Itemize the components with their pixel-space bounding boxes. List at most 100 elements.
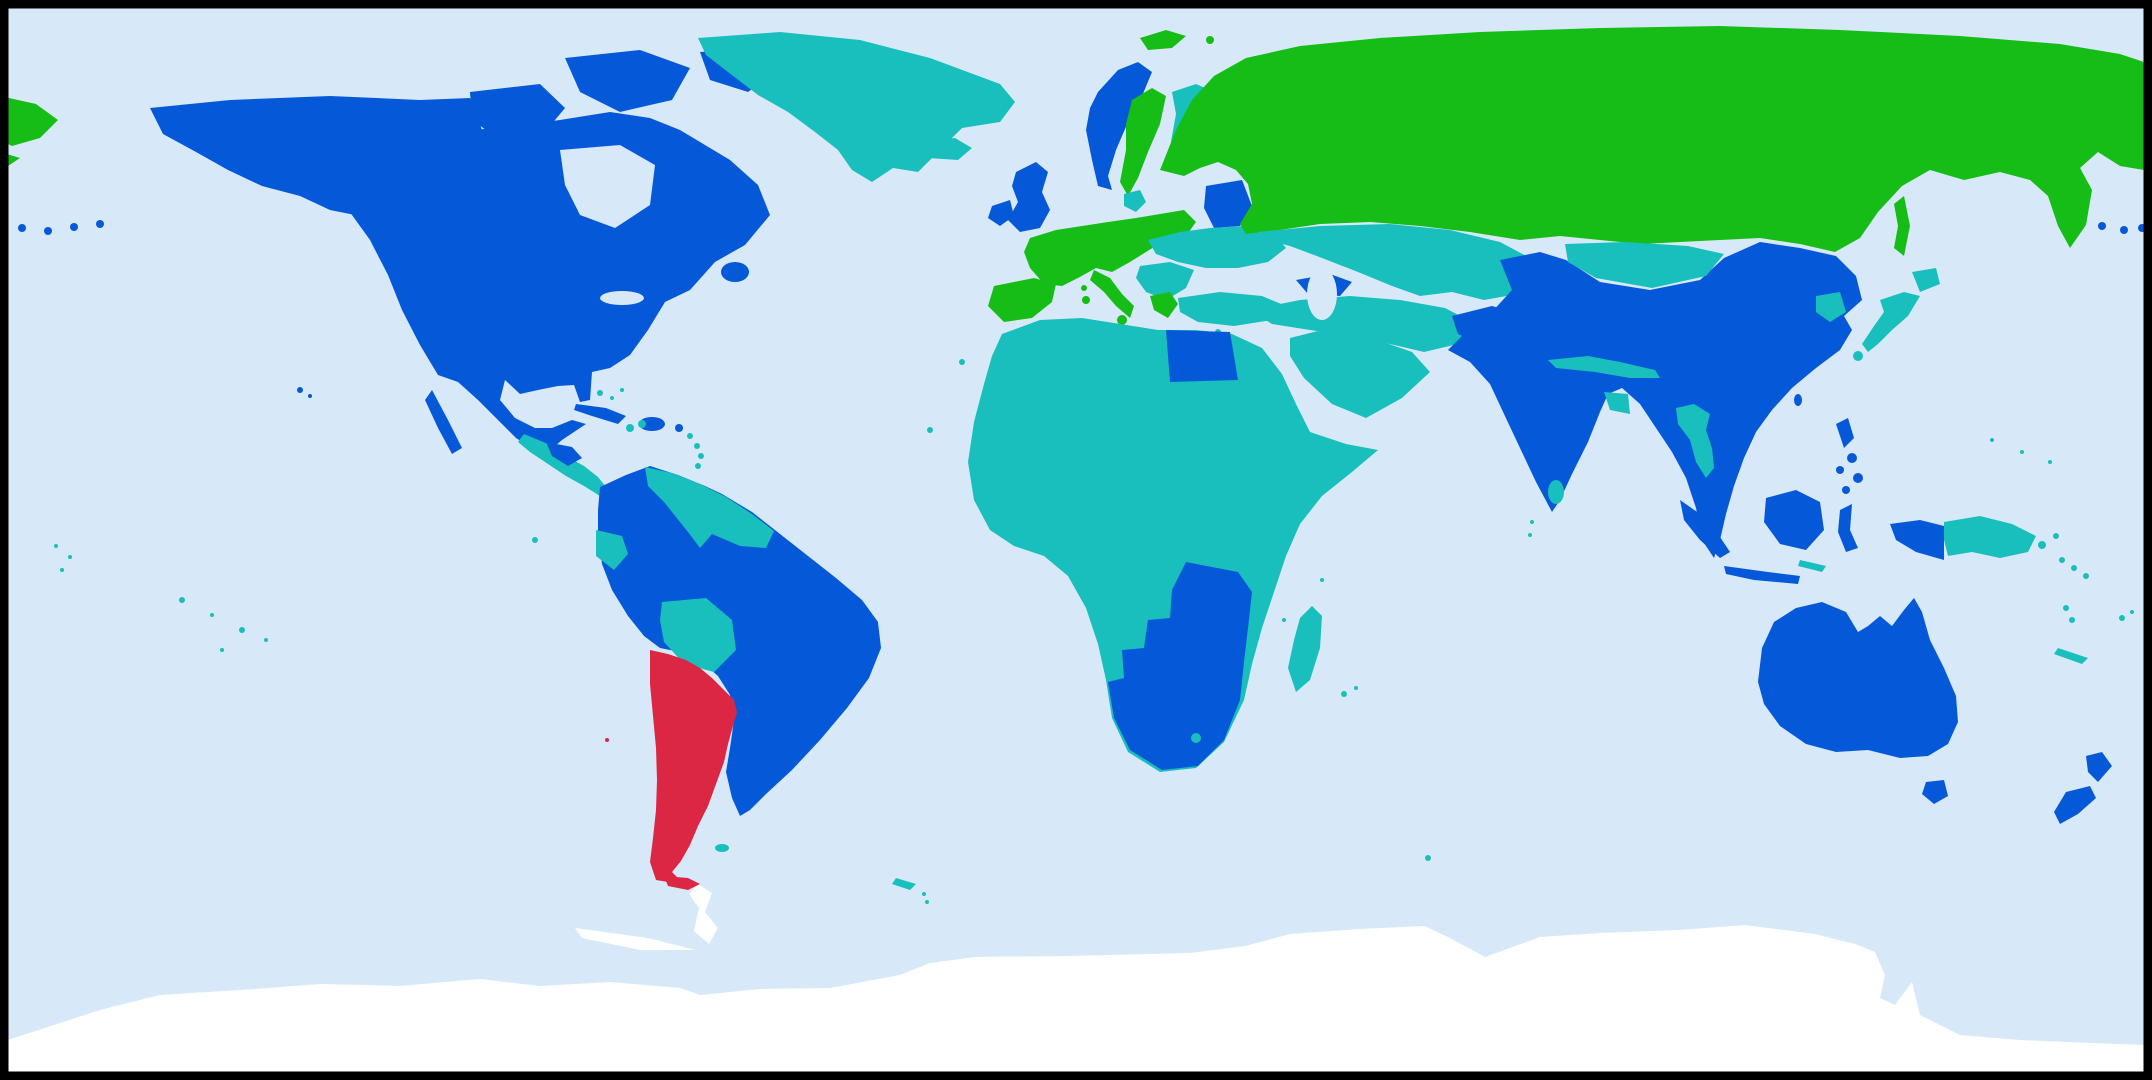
aleutian-islands-icon[interactable] — [18, 224, 26, 232]
iceland[interactable] — [915, 138, 972, 160]
french-polynesia[interactable] — [220, 648, 224, 652]
new-zealand-south[interactable] — [2054, 786, 2096, 824]
french-polynesia[interactable] — [239, 627, 245, 633]
lesotho[interactable] — [1191, 733, 1201, 743]
sicily[interactable] — [1117, 315, 1127, 325]
new-britain[interactable] — [2038, 541, 2046, 549]
fiji[interactable] — [2130, 610, 2134, 614]
sri-lanka[interactable] — [1548, 480, 1564, 504]
philippines[interactable] — [1842, 486, 1850, 494]
canary-islands[interactable] — [959, 359, 965, 365]
western-new-guinea[interactable] — [1890, 520, 1944, 560]
vanuatu[interactable] — [2063, 605, 2069, 611]
arabian-peninsula[interactable] — [1290, 328, 1430, 418]
chile-argentina[interactable] — [650, 650, 737, 882]
maldives[interactable] — [1528, 533, 1532, 537]
czech-hungary-romania-ukraine[interactable] — [1148, 226, 1286, 268]
solomon-islands[interactable] — [2071, 565, 2077, 571]
russian-arctic-islands[interactable] — [1638, 32, 1646, 40]
south-sandwich[interactable] — [922, 892, 926, 896]
canadian-arctic-islands[interactable] — [646, 134, 658, 146]
hispaniola[interactable] — [639, 417, 665, 431]
samoa-tonga[interactable] — [54, 544, 58, 548]
canadian-arctic-islands[interactable] — [470, 84, 565, 140]
micronesia[interactable] — [2048, 460, 2052, 464]
japan-kyushu[interactable] — [1853, 351, 1863, 361]
bahamas[interactable] — [620, 388, 624, 392]
fiji[interactable] — [2119, 615, 2125, 621]
french-polynesia[interactable] — [210, 613, 214, 617]
south-sandwich[interactable] — [925, 900, 929, 904]
timor[interactable] — [1798, 560, 1826, 572]
honduras[interactable] — [546, 442, 582, 466]
antarctic-ice-strip[interactable] — [575, 928, 695, 950]
papua-new-guinea[interactable] — [1944, 516, 2036, 558]
central-america[interactable] — [518, 434, 612, 496]
canada-usa-mexico[interactable] — [300, 112, 770, 452]
bahamas[interactable] — [597, 390, 603, 396]
lesser-antilles[interactable] — [694, 443, 700, 449]
united-kingdom[interactable] — [1008, 162, 1050, 232]
galapagos[interactable] — [532, 537, 538, 543]
samoa-tonga[interactable] — [68, 555, 72, 559]
sardinia[interactable] — [1082, 296, 1090, 304]
juan-fernandez[interactable] — [605, 738, 609, 742]
chukotka-west[interactable] — [0, 96, 58, 146]
southern-africa[interactable] — [1108, 562, 1252, 770]
bangladesh[interactable] — [1604, 392, 1630, 414]
falkland-islands[interactable] — [715, 844, 729, 852]
antarctica[interactable] — [8, 925, 2144, 1074]
seychelles[interactable] — [1320, 578, 1324, 582]
hawaii[interactable] — [308, 394, 312, 398]
france-germany-poland[interactable] — [1024, 210, 1196, 286]
svalbard[interactable] — [1140, 30, 1186, 50]
ecuador[interactable] — [596, 530, 628, 570]
africa-main[interactable] — [968, 318, 1378, 772]
tierra-del-fuego[interactable] — [664, 876, 700, 890]
taiwan[interactable] — [1794, 394, 1802, 406]
lesser-antilles[interactable] — [698, 453, 704, 459]
corsica[interactable] — [1081, 285, 1087, 291]
norway[interactable] — [1086, 62, 1152, 190]
borneo[interactable] — [1764, 490, 1824, 550]
lesser-antilles[interactable] — [687, 433, 693, 439]
north-korea[interactable] — [1816, 292, 1846, 322]
kazakhstan-central-asia[interactable] — [1258, 224, 1540, 300]
comoros[interactable] — [1282, 618, 1286, 622]
philippines[interactable] — [1853, 473, 1863, 483]
tasmania[interactable] — [1922, 780, 1948, 804]
antarctic-peninsula[interactable] — [689, 884, 718, 944]
sweden[interactable] — [1120, 88, 1166, 196]
jamaica[interactable] — [626, 424, 634, 432]
ireland[interactable] — [988, 200, 1014, 226]
turkey[interactable] — [1178, 292, 1286, 326]
sulawesi[interactable] — [1838, 504, 1858, 552]
maldives[interactable] — [1530, 520, 1534, 524]
aleutian-islands-icon[interactable] — [96, 220, 104, 228]
lesser-antilles[interactable] — [695, 463, 701, 469]
italy[interactable] — [1090, 270, 1134, 318]
aleutian-islands-icon[interactable] — [44, 227, 52, 235]
canadian-arctic-islands[interactable] — [606, 124, 618, 136]
balkans[interactable] — [1136, 262, 1194, 300]
hawaii[interactable] — [297, 387, 303, 393]
egypt[interactable] — [1166, 330, 1238, 382]
mongolia[interactable] — [1565, 242, 1724, 288]
japan-honshu[interactable] — [1862, 292, 1920, 352]
venezuela-guyanas[interactable] — [645, 467, 774, 548]
cape-verde[interactable] — [927, 427, 933, 433]
china-india-southeast-asia[interactable] — [1448, 242, 1862, 558]
mauritius-reunion[interactable] — [1354, 686, 1358, 690]
kerguelen[interactable] — [1425, 855, 1431, 861]
french-polynesia[interactable] — [179, 597, 185, 603]
svalbard[interactable] — [1206, 36, 1214, 44]
philippines[interactable] — [1836, 466, 1844, 474]
bolivia[interactable] — [660, 598, 736, 672]
sumatra[interactable] — [1680, 500, 1730, 558]
micronesia[interactable] — [2020, 450, 2024, 454]
russian-arctic-islands[interactable] — [1938, 82, 1946, 90]
philippines[interactable] — [1847, 453, 1857, 463]
aleutian-islands-icon[interactable] — [2098, 222, 2106, 230]
sakhalin[interactable] — [1894, 196, 1910, 256]
